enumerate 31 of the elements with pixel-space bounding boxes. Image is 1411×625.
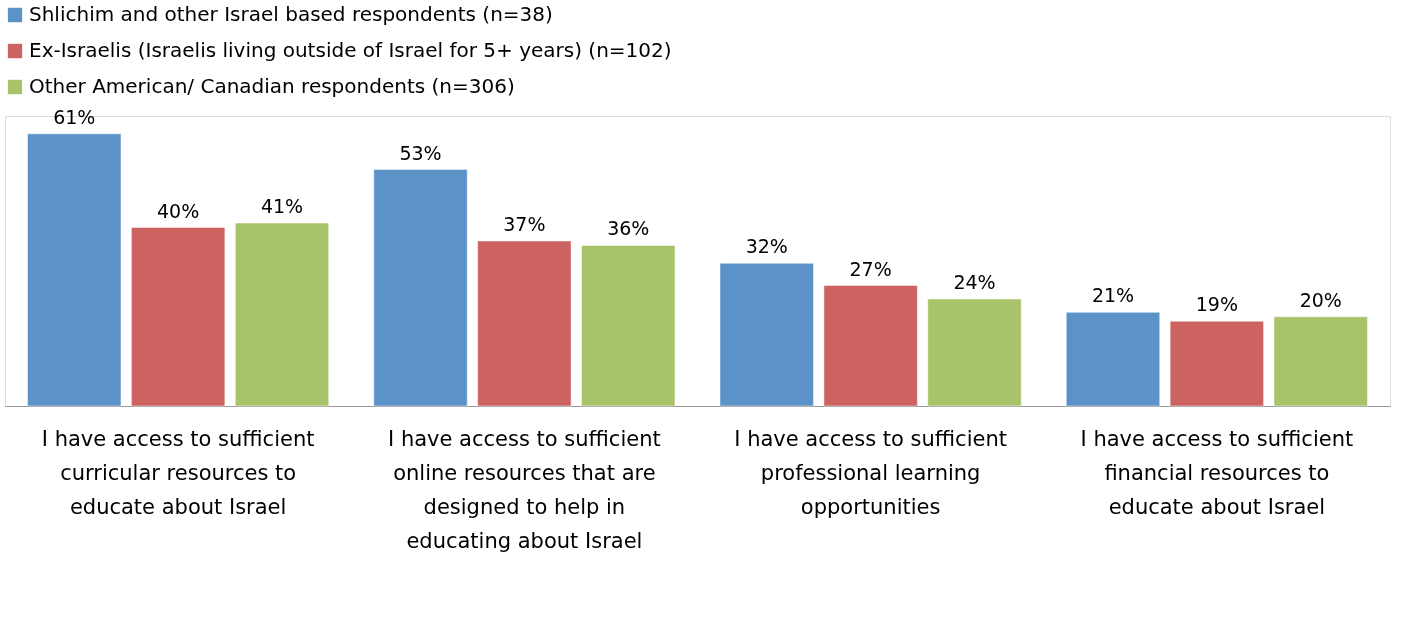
data-label: 61%	[53, 105, 96, 128]
data-label: 27%	[849, 257, 892, 280]
data-label: 37%	[503, 212, 546, 235]
bar	[373, 169, 468, 407]
bar	[131, 227, 226, 407]
x-tick-label: I have access to sufficient financial resources to educate about Israel	[1080, 426, 1354, 519]
bar	[1169, 320, 1264, 407]
legend-label: Other American/ Canadian respondents (n=306)	[29, 74, 515, 98]
data-label: 21%	[1091, 284, 1135, 307]
bar	[27, 133, 122, 407]
data-label: 24%	[953, 270, 996, 293]
legend-label: Ex-Israelis (Israelis living outside of Israel for 5+ years) (n=102)	[29, 38, 672, 62]
x-tick-label: I have access to sufficient online resources that are designed to help in educating about Israel	[388, 426, 661, 553]
data-label: 36%	[607, 217, 650, 240]
data-label: 40%	[157, 199, 200, 222]
bar	[719, 262, 814, 407]
data-label: 41%	[260, 195, 304, 218]
bar	[235, 222, 329, 407]
x-tick-label: I have access to sufficient professional learning opportunities	[734, 426, 1007, 519]
data-label: 32%	[745, 235, 788, 258]
bar	[823, 285, 918, 407]
data-label: 19%	[1195, 293, 1238, 316]
x-tick-label: I have access to sufficient curricular resources to educate about Israel	[41, 426, 315, 519]
data-label: 20%	[1299, 288, 1342, 311]
bar	[581, 245, 676, 407]
bar	[927, 298, 1022, 407]
legend-label: Shlichim and other Israel based respondents (n=38)	[29, 2, 553, 26]
bar	[1066, 312, 1160, 407]
data-label: 53%	[399, 141, 442, 164]
bar	[477, 240, 572, 407]
bar	[1273, 316, 1368, 407]
